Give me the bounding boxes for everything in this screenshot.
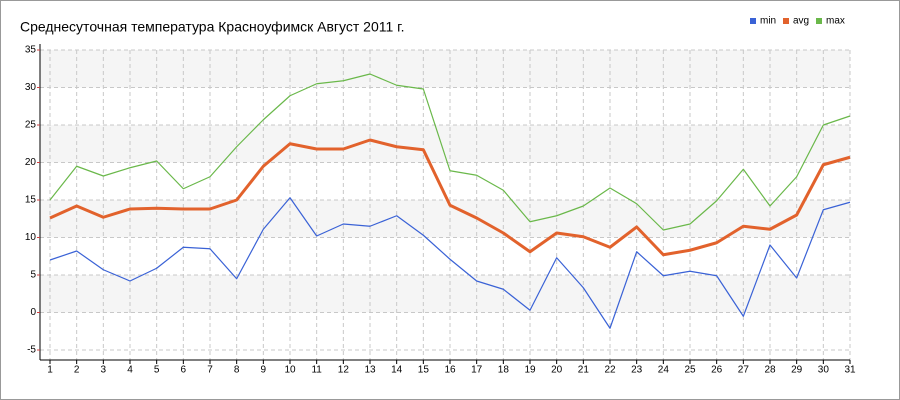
y-tick-label: 35 (25, 45, 37, 56)
x-tick-label: 13 (364, 365, 376, 376)
x-tick-label: 26 (711, 365, 723, 376)
x-tick-label: 7 (207, 365, 213, 376)
series-line (49, 138, 851, 257)
x-tick-label: 19 (524, 365, 536, 376)
x-tick-label: 10 (284, 365, 296, 376)
x-tick-label: 27 (738, 365, 750, 376)
x-tick-label: 18 (498, 365, 510, 376)
x-tick-label: 20 (551, 365, 563, 376)
grid-band (40, 200, 850, 238)
series-line (49, 73, 851, 231)
y-tick-label: 15 (25, 195, 37, 206)
x-tick-label: 6 (181, 365, 187, 376)
x-tick-label: 31 (844, 365, 856, 376)
x-tick-label: 28 (764, 365, 776, 376)
legend-swatch (783, 18, 789, 24)
x-tick-label: 2 (74, 365, 80, 376)
x-tick-label: 25 (684, 365, 696, 376)
x-tick-label: 15 (418, 365, 430, 376)
x-tick-label: 22 (604, 365, 616, 376)
chart-title: Среднесуточная температура Красноуфимск … (20, 19, 404, 35)
x-tick-label: 11 (311, 365, 322, 376)
y-tick-label: 30 (25, 82, 37, 93)
legend-label: min (760, 16, 776, 27)
grid-band (40, 275, 850, 313)
legend-label: max (826, 16, 845, 27)
y-tick-label: 25 (25, 120, 37, 131)
x-tick-label: 9 (261, 365, 267, 376)
x-tick-label: 17 (471, 365, 483, 376)
x-tick-label: 24 (658, 365, 670, 376)
x-tick-label: 21 (578, 365, 590, 376)
x-tick-label: 5 (154, 365, 160, 376)
y-tick-label: 10 (25, 232, 37, 243)
y-tick-label: -5 (27, 345, 36, 356)
x-tick-label: 1 (47, 365, 53, 376)
x-tick-label: 4 (127, 365, 133, 376)
x-tick-label: 16 (444, 365, 456, 376)
legend-swatch (750, 18, 756, 24)
y-tick-label: 20 (25, 157, 37, 168)
y-tick-label: 5 (30, 270, 36, 281)
series-line (49, 197, 851, 329)
x-tick-label: 12 (338, 365, 350, 376)
x-tick-label: 30 (818, 365, 830, 376)
x-tick-label: 29 (791, 365, 803, 376)
legend-label: avg (793, 16, 809, 27)
grid-band (40, 50, 850, 88)
x-tick-label: 14 (391, 365, 403, 376)
y-tick-label: 0 (30, 307, 36, 318)
legend-swatch (816, 18, 822, 24)
x-tick-label: 23 (631, 365, 643, 376)
x-tick-label: 3 (101, 365, 107, 376)
x-tick-label: 8 (234, 365, 240, 376)
